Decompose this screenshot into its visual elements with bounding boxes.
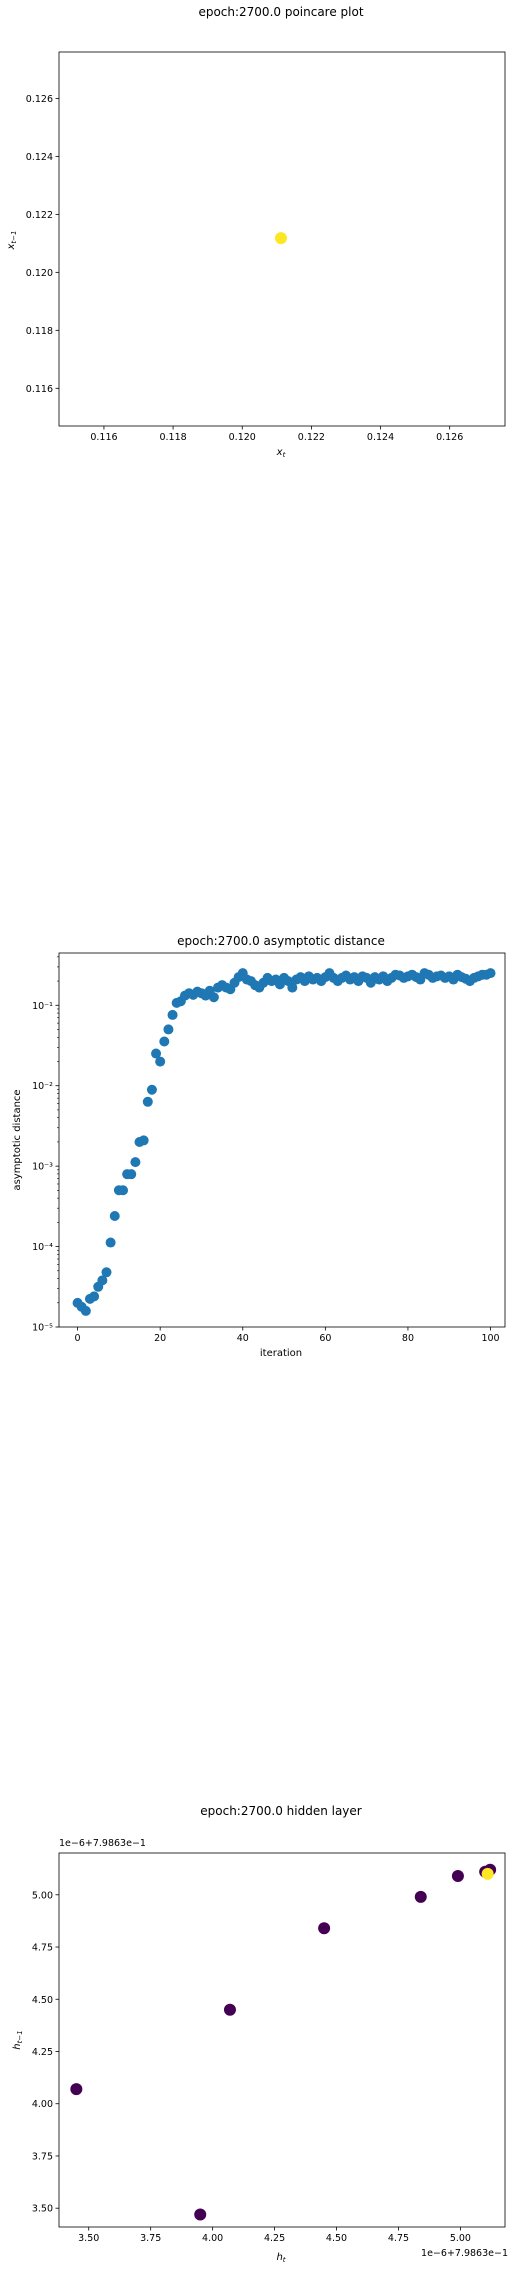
hidden-point	[223, 2003, 236, 2016]
asymptotic-xtick-label: 80	[402, 1333, 414, 1344]
asymptotic-ytick-label: 10⁻³	[32, 1162, 53, 1173]
hidden-ytick-label: 4.50	[32, 1995, 53, 2006]
hidden-ytick-label: 4.00	[32, 2099, 53, 2110]
poincare-xtick-label: 0.126	[436, 432, 463, 443]
hidden-point	[318, 1922, 331, 1935]
hidden-ylabel: ht−1	[12, 2030, 24, 2049]
asymptotic-point	[109, 1211, 120, 1222]
poincare-xtick-label: 0.122	[298, 432, 325, 443]
hidden-ytick-label: 3.50	[32, 2204, 53, 2215]
hidden-ytick-label: 4.75	[32, 1943, 53, 1954]
poincare-ytick-label: 0.126	[26, 94, 53, 105]
hidden-plot-area	[58, 1852, 506, 2228]
hidden-ytick-label: 3.75	[32, 2151, 53, 2162]
asymptotic-point	[138, 1135, 149, 1146]
asymptotic-point	[167, 1009, 178, 1020]
asymptotic-point	[126, 1169, 137, 1180]
asymptotic-ylabel: asymptotic distance	[12, 1089, 23, 1190]
poincare-ytick-label: 0.118	[26, 326, 53, 337]
hidden-xtick-label: 4.50	[326, 2233, 347, 2244]
asymptotic-point	[208, 992, 219, 1003]
poincare-xtick-label: 0.118	[159, 432, 186, 443]
asymptotic-ytick-label: 10⁻¹	[32, 1001, 53, 1012]
hidden-ytick-label: 4.25	[32, 2047, 53, 2058]
asymptotic-point	[151, 1048, 162, 1059]
asymptotic-title: epoch:2700.0 asymptotic distance	[177, 934, 385, 948]
asymptotic-point	[287, 982, 298, 993]
asymptotic-point	[118, 1185, 129, 1196]
asymptotic-plot-area	[58, 952, 506, 1328]
hidden-point	[70, 2083, 83, 2096]
hidden-ytick-label: 5.00	[32, 1890, 53, 1901]
asymptotic-xtick-label: 60	[319, 1333, 331, 1344]
poincare-ytick-label: 0.122	[26, 210, 53, 221]
poincare-plot-area	[58, 51, 506, 427]
hidden-x-offset-label: 1e−6+7.9863e−1	[421, 2248, 508, 2259]
poincare-xtick-label: 0.124	[367, 432, 394, 443]
hidden-point	[194, 2208, 207, 2221]
asymptotic-ytick-label: 10⁻⁵	[32, 1323, 53, 1334]
poincare-ytick-label: 0.116	[26, 384, 53, 395]
hidden-point	[414, 1890, 427, 1903]
poincare-plot: epoch:2700.0 poincare plot xt xt−1 0.116…	[6, 5, 506, 459]
asymptotic-point	[130, 1157, 141, 1168]
hidden-y-offset-label: 1e−6+7.9863e−1	[59, 1838, 146, 1849]
poincare-ytick-label: 0.124	[26, 152, 53, 163]
asymptotic-distance-plot: epoch:2700.0 asymptotic distance iterati…	[12, 934, 506, 1359]
asymptotic-yticks: 10⁻⁵ 10⁻⁴ 10⁻³ 10⁻² 10⁻¹	[32, 956, 59, 1334]
hidden-layer-plot: epoch:2700.0 hidden layer 1e−6+7.9863e−1…	[12, 1804, 508, 2264]
asymptotic-ytick-label: 10⁻²	[32, 1081, 53, 1092]
poincare-points	[274, 232, 287, 245]
hidden-xtick-label: 4.00	[202, 2233, 223, 2244]
asymptotic-xtick-label: 0	[75, 1333, 81, 1344]
poincare-ytick-label: 0.120	[26, 268, 53, 279]
asymptotic-points	[72, 968, 496, 1316]
hidden-point	[451, 1869, 464, 1882]
hidden-xlabel: ht	[276, 2252, 285, 2264]
hidden-xticks: 3.50 3.75 4.00 4.25 4.50 4.75 5.00	[78, 2227, 471, 2244]
asymptotic-point	[163, 1024, 174, 1035]
asymptotic-xlabel: iteration	[260, 1348, 302, 1359]
hidden-xtick-label: 3.75	[140, 2233, 161, 2244]
hidden-title: epoch:2700.0 hidden layer	[200, 1804, 362, 1818]
asymptotic-point	[159, 1036, 170, 1047]
asymptotic-point	[89, 1291, 100, 1302]
poincare-yticks: 0.116 0.118 0.120 0.122 0.124 0.126	[26, 94, 59, 395]
hidden-xtick-label: 4.25	[264, 2233, 285, 2244]
hidden-xtick-label: 5.00	[450, 2233, 471, 2244]
hidden-point	[481, 1867, 494, 1880]
asymptotic-ytick-label: 10⁻⁴	[32, 1242, 53, 1253]
hidden-points	[70, 1863, 497, 2221]
asymptotic-point	[97, 1275, 108, 1286]
asymptotic-point	[485, 968, 496, 979]
asymptotic-xticks: 0 20 40 60 80 100	[75, 1327, 500, 1344]
asymptotic-xtick-label: 20	[154, 1333, 166, 1344]
poincare-xtick-label: 0.116	[90, 432, 117, 443]
asymptotic-point	[80, 1305, 91, 1316]
asymptotic-xtick-label: 40	[237, 1333, 249, 1344]
asymptotic-point	[105, 1237, 116, 1248]
poincare-title: epoch:2700.0 poincare plot	[198, 5, 363, 19]
poincare-xticks: 0.116 0.118 0.120 0.122 0.124 0.126	[90, 426, 463, 443]
hidden-xtick-label: 4.75	[388, 2233, 409, 2244]
hidden-xtick-label: 3.50	[78, 2233, 99, 2244]
poincare-xtick-label: 0.120	[229, 432, 256, 443]
poincare-point	[274, 232, 287, 245]
asymptotic-point	[142, 1096, 153, 1107]
poincare-ylabel: xt−1	[6, 231, 18, 251]
asymptotic-point	[146, 1084, 157, 1095]
hidden-yticks: 3.50 3.75 4.00 4.25 4.50 4.75 5.00	[32, 1890, 59, 2215]
poincare-xlabel: xt	[276, 447, 286, 459]
asymptotic-point	[101, 1267, 112, 1278]
asymptotic-point	[155, 1056, 166, 1067]
asymptotic-xtick-label: 100	[481, 1333, 499, 1344]
